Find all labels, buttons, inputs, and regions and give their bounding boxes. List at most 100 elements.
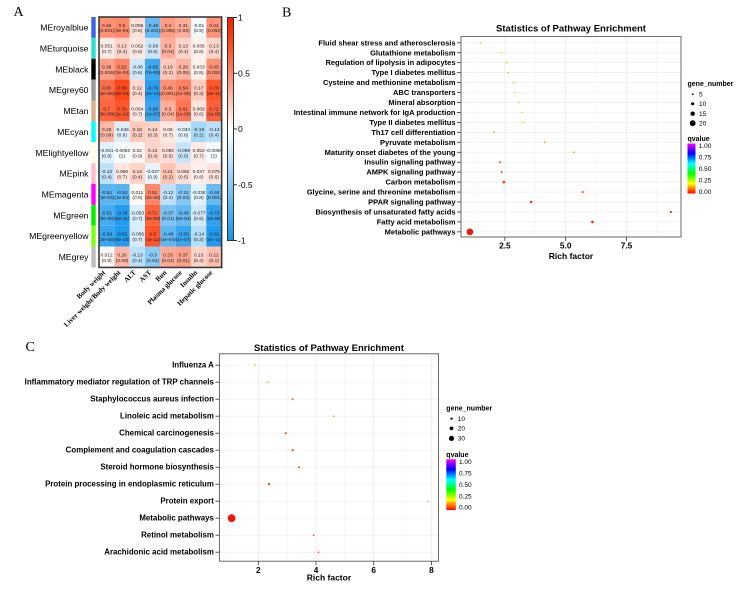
svg-text:(1e-05): (1e-05) xyxy=(176,91,192,97)
svg-text:Linoleic acid metabolism: Linoleic acid metabolism xyxy=(120,412,214,421)
svg-text:0.26: 0.26 xyxy=(117,252,127,258)
svg-text:MEgreen: MEgreen xyxy=(53,210,88,220)
svg-text:MEtan: MEtan xyxy=(63,106,88,116)
svg-text:0.06: 0.06 xyxy=(163,127,173,133)
svg-text:-0.13: -0.13 xyxy=(209,127,220,133)
svg-text:2: 2 xyxy=(256,565,261,575)
svg-text:0.14: 0.14 xyxy=(133,169,143,175)
svg-text:0.25: 0.25 xyxy=(459,493,472,500)
svg-text:0.13: 0.13 xyxy=(179,44,189,50)
svg-text:8: 8 xyxy=(429,565,434,575)
svg-text:(2e-04): (2e-04) xyxy=(145,195,161,201)
svg-text:0.052: 0.052 xyxy=(193,148,205,154)
svg-text:(0.2): (0.2) xyxy=(132,133,142,139)
svg-text:(1e-10): (1e-10) xyxy=(114,112,130,118)
svg-text:(0.6): (0.6) xyxy=(132,28,142,34)
svg-text:(3e-11): (3e-11) xyxy=(206,91,222,97)
svg-text:0.31: 0.31 xyxy=(179,23,189,29)
svg-text:Glycine, serine and threonine: Glycine, serine and threonine metabolism xyxy=(307,188,456,197)
svg-text:(1e-08): (1e-08) xyxy=(206,112,222,118)
svg-text:0.13: 0.13 xyxy=(209,44,219,50)
svg-text:(0.001): (0.001) xyxy=(160,91,176,97)
svg-text:(0.05): (0.05) xyxy=(177,70,190,76)
svg-text:(0.8): (0.8) xyxy=(178,133,188,139)
svg-text:10: 10 xyxy=(699,101,707,108)
svg-text:0.062: 0.062 xyxy=(131,44,143,50)
svg-text:0.8: 0.8 xyxy=(149,232,156,238)
svg-text:(0.4): (0.4) xyxy=(132,91,142,97)
svg-text:-0.01: -0.01 xyxy=(193,23,204,29)
svg-text:0.4: 0.4 xyxy=(165,23,172,29)
svg-text:0.51: 0.51 xyxy=(148,190,158,196)
svg-text:(0.5): (0.5) xyxy=(132,49,142,55)
svg-text:0.075: 0.075 xyxy=(208,169,220,175)
svg-text:(1e-07): (1e-07) xyxy=(176,237,192,243)
svg-text:(0.4): (0.4) xyxy=(132,258,142,264)
svg-text:(0.4): (0.4) xyxy=(132,174,142,180)
svg-text:Influenza A: Influenza A xyxy=(172,361,214,370)
svg-text:(0.001): (0.001) xyxy=(99,28,115,34)
svg-text:0.50: 0.50 xyxy=(459,482,472,489)
svg-text:-0.14: -0.14 xyxy=(193,232,204,238)
svg-text:-0.0059: -0.0059 xyxy=(114,148,131,154)
svg-text:(0.6): (0.6) xyxy=(194,216,204,222)
svg-text:-0.09: -0.09 xyxy=(147,44,158,50)
svg-text:4: 4 xyxy=(314,565,319,575)
svg-text:(0.009): (0.009) xyxy=(99,70,115,76)
svg-text:-0.81: -0.81 xyxy=(209,232,220,238)
svg-text:0.18: 0.18 xyxy=(133,127,143,133)
svg-text:-0.49: -0.49 xyxy=(163,232,174,238)
svg-text:Inflammatory mediator regulati: Inflammatory mediator regulation of TRP … xyxy=(25,378,215,387)
svg-text:Chemical carcinogenesis: Chemical carcinogenesis xyxy=(119,429,214,438)
svg-text:(0.9): (0.9) xyxy=(132,195,142,201)
svg-text:-0.12: -0.12 xyxy=(163,190,174,196)
svg-text:Protein export: Protein export xyxy=(160,497,214,506)
svg-text:Type II diabetes mellitus: Type II diabetes mellitus xyxy=(369,118,455,127)
svg-text:(1): (1) xyxy=(119,153,125,159)
svg-text:Mineral absorption: Mineral absorption xyxy=(388,98,456,107)
svg-text:-0.76: -0.76 xyxy=(147,85,158,91)
svg-text:0.064: 0.064 xyxy=(131,106,143,112)
svg-text:(0.4): (0.4) xyxy=(163,195,173,201)
svg-text:0.00: 0.00 xyxy=(699,189,712,196)
svg-text:-0.0056: -0.0056 xyxy=(206,148,223,154)
svg-text:(3e-04): (3e-04) xyxy=(114,28,130,34)
svg-text:(8e-10): (8e-10) xyxy=(114,237,130,243)
svg-text:Staphylococcus aureus infectio: Staphylococcus aureus infection xyxy=(90,395,214,404)
svg-text:(8e-16): (8e-16) xyxy=(114,91,130,97)
svg-text:Steroid hormone biosynthesis: Steroid hormone biosynthesis xyxy=(100,463,214,472)
svg-text:(0.8): (0.8) xyxy=(102,153,112,159)
svg-text:(1e-06): (1e-06) xyxy=(176,112,192,118)
svg-text:-0.027: -0.027 xyxy=(146,169,160,175)
svg-text:0.75: 0.75 xyxy=(699,155,712,162)
svg-text:0.00: 0.00 xyxy=(459,505,472,512)
svg-text:0.069: 0.069 xyxy=(193,106,205,112)
svg-text:(0.9): (0.9) xyxy=(102,258,112,264)
svg-text:0.036: 0.036 xyxy=(193,44,205,50)
svg-text:Metabolic pathways: Metabolic pathways xyxy=(385,227,456,236)
svg-text:Fatty acid metabolism: Fatty acid metabolism xyxy=(377,217,456,226)
svg-text:0.5: 0.5 xyxy=(119,23,126,29)
svg-text:MEmagenta: MEmagenta xyxy=(42,190,89,200)
svg-text:Insulin signaling pathway: Insulin signaling pathway xyxy=(364,158,456,167)
svg-text:0.13: 0.13 xyxy=(194,252,204,258)
svg-text:-0.034: -0.034 xyxy=(177,127,191,133)
svg-text:0.65: 0.65 xyxy=(102,85,112,91)
svg-text:-0.3: -0.3 xyxy=(149,252,158,258)
svg-text:0.71: 0.71 xyxy=(148,211,158,217)
svg-text:(0.8): (0.8) xyxy=(194,174,204,180)
svg-text:(0.04): (0.04) xyxy=(162,49,175,55)
svg-text:(0.08): (0.08) xyxy=(116,258,129,264)
svg-text:(8e-08): (8e-08) xyxy=(99,216,115,222)
svg-text:-0.68: -0.68 xyxy=(178,232,189,238)
svg-text:-0.053: -0.053 xyxy=(131,211,145,217)
svg-text:-0.79: -0.79 xyxy=(117,211,128,217)
svg-text:MEblack: MEblack xyxy=(55,64,89,74)
svg-text:0.033: 0.033 xyxy=(193,65,205,71)
svg-text:(0.4): (0.4) xyxy=(102,174,112,180)
svg-text:(0.03): (0.03) xyxy=(177,28,190,34)
svg-text:A: A xyxy=(14,5,25,20)
svg-text:(0.4): (0.4) xyxy=(117,49,127,55)
svg-text:(2e-08): (2e-08) xyxy=(206,216,222,222)
svg-text:0.066: 0.066 xyxy=(116,169,128,175)
